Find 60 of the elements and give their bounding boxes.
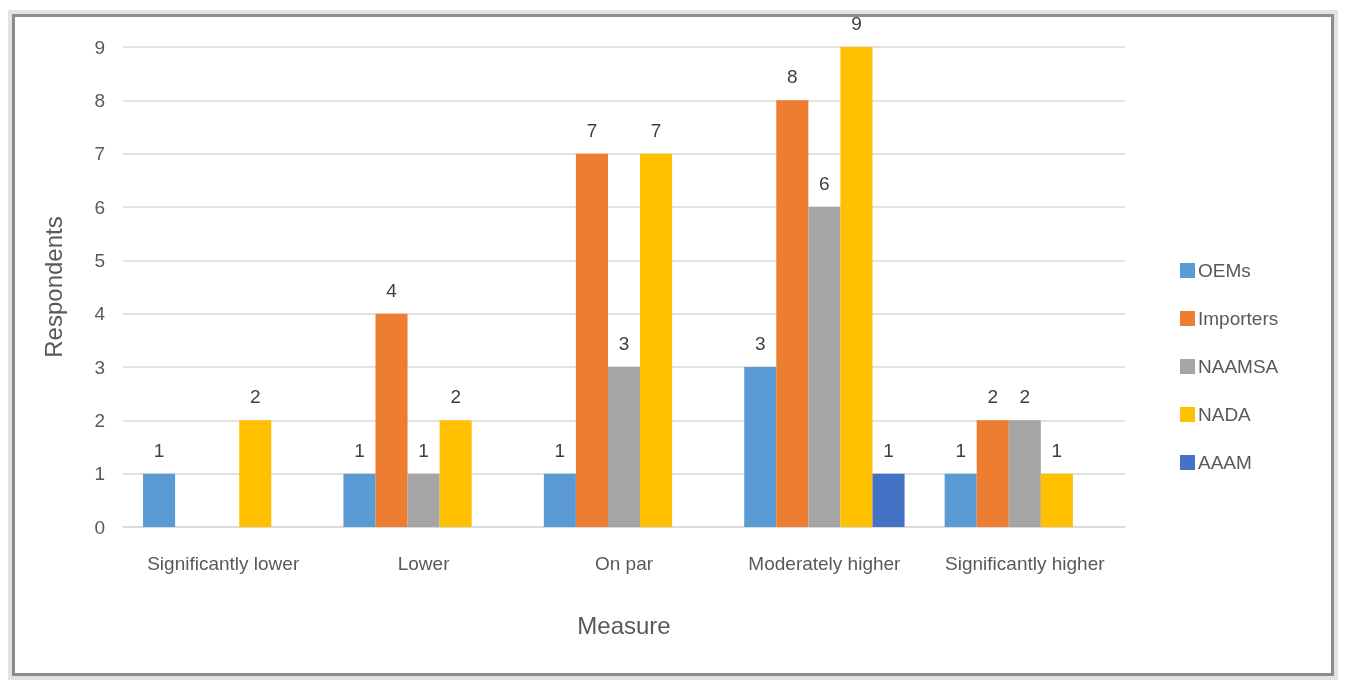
data-label: 1 — [1051, 439, 1063, 461]
x-tick-label: Significantly lower — [147, 552, 300, 574]
y-tick-label: 5 — [94, 249, 105, 271]
y-tick-label: 4 — [94, 303, 106, 325]
x-axis-title: Measure — [577, 611, 671, 639]
data-label: 2 — [249, 386, 261, 408]
bar — [439, 420, 472, 527]
bar — [407, 473, 440, 527]
y-tick-label: 7 — [94, 143, 105, 165]
y-tick-label: 8 — [94, 89, 105, 111]
y-tick-label: 0 — [94, 516, 105, 538]
x-tick-label: On par — [594, 552, 654, 574]
bar — [840, 47, 873, 527]
data-label: 7 — [650, 119, 662, 141]
data-label: 1 — [883, 439, 894, 461]
data-label: 2 — [1019, 386, 1031, 408]
bar — [976, 420, 1009, 527]
y-tick-label: 9 — [94, 36, 105, 58]
data-label: 3 — [754, 333, 766, 354]
bar — [1008, 420, 1041, 527]
bar — [776, 100, 809, 527]
data-label: 3 — [618, 333, 630, 354]
y-tick-label: 1 — [94, 463, 105, 485]
legend-label: NADA — [1198, 404, 1252, 425]
y-tick-label: 2 — [94, 409, 105, 431]
y-tick-label: 6 — [94, 196, 105, 218]
y-axis-title: Respondents — [39, 216, 67, 358]
data-label: 6 — [819, 173, 830, 194]
data-label: 2 — [987, 386, 999, 408]
data-label: 1 — [153, 439, 165, 461]
x-tick-label: Lower — [397, 552, 451, 574]
legend-label: AAAM — [1198, 452, 1252, 473]
bar — [744, 367, 777, 527]
bar — [640, 153, 673, 527]
data-label: 1 — [418, 439, 429, 461]
data-label: 4 — [386, 279, 398, 301]
legend-label: NAAMSA — [1198, 356, 1279, 377]
data-label: 1 — [955, 439, 966, 461]
bar — [944, 473, 977, 527]
bar — [343, 473, 376, 527]
y-tick-label: 3 — [94, 356, 105, 378]
bar — [143, 473, 176, 527]
x-tick-label: Moderately higher — [748, 552, 902, 574]
bar — [375, 313, 408, 527]
bar — [1040, 473, 1073, 527]
x-tick-label: Significantly higher — [945, 552, 1106, 574]
data-label: 1 — [354, 439, 365, 461]
data-label: 2 — [450, 386, 461, 408]
legend-label: Importers — [1198, 308, 1279, 329]
bar — [808, 207, 841, 527]
data-label: 8 — [787, 66, 798, 88]
legend-label: OEMs — [1198, 260, 1251, 281]
bar — [575, 153, 608, 527]
data-label: 9 — [851, 13, 862, 34]
data-label: 1 — [554, 439, 566, 461]
bar — [607, 367, 641, 527]
data-label: 7 — [586, 119, 598, 141]
bar — [543, 473, 576, 527]
bar — [872, 473, 905, 527]
bar — [239, 420, 272, 527]
